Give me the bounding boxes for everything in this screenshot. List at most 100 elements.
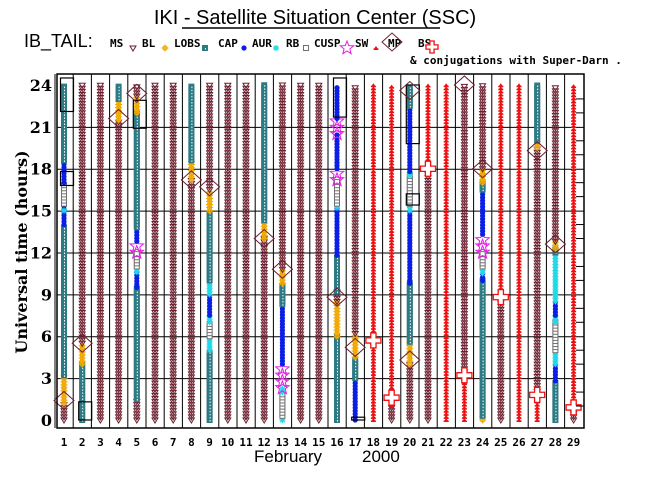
ms-triangle-mark xyxy=(223,365,232,372)
lobs-square-dot xyxy=(337,413,338,416)
ms-triangle-mark xyxy=(278,143,287,151)
ms-triangle-mark xyxy=(114,356,123,363)
ms-triangle-mark xyxy=(114,273,123,280)
sw-mark-base xyxy=(389,357,395,359)
sw-mark-base xyxy=(389,225,395,227)
ms-triangle-mark xyxy=(533,294,542,301)
ms-triangle-mark xyxy=(460,363,469,370)
lobs-square-dot xyxy=(264,103,266,106)
aur-asterisk-mark xyxy=(552,258,559,265)
ms-triangle-mark xyxy=(169,346,178,354)
ms-triangle-mark xyxy=(424,251,432,259)
sw-mark-base xyxy=(516,389,522,392)
ms-triangle-mark xyxy=(78,202,87,209)
ms-triangle-mark xyxy=(223,171,232,179)
ms-triangle-mark xyxy=(169,116,178,123)
sw-mark-base xyxy=(571,252,577,254)
sw-mark-base xyxy=(516,150,522,152)
ms-triangle-mark xyxy=(187,349,196,357)
lobs-square-dot xyxy=(337,346,338,348)
lobs-square-dot xyxy=(409,338,411,341)
ms-triangle-mark xyxy=(187,362,196,369)
sw-mark-base xyxy=(498,98,504,100)
ms-triangle-mark xyxy=(187,208,196,216)
sw-mark-base xyxy=(516,134,522,137)
ms-triangle-mark xyxy=(223,322,232,329)
ms-triangle-mark xyxy=(533,330,542,338)
ms-triangle-mark xyxy=(169,168,178,176)
day-column-20 xyxy=(399,80,421,424)
ms-triangle-mark xyxy=(242,257,250,265)
ms-triangle-mark xyxy=(169,316,178,323)
lobs-square-dot xyxy=(409,335,411,338)
ms-triangle-mark xyxy=(151,291,159,299)
legend-symbol-rb-icon xyxy=(303,45,309,51)
ms-triangle-mark xyxy=(151,359,159,366)
ms-triangle-mark xyxy=(314,101,323,108)
ms-triangle-mark xyxy=(242,239,250,246)
sw-mark-base xyxy=(571,384,577,386)
ms-triangle-mark xyxy=(205,122,214,130)
ms-triangle-mark xyxy=(533,272,542,280)
ms-triangle-mark xyxy=(151,414,159,421)
lobs-square-dot xyxy=(64,264,65,267)
lobs-square-dot xyxy=(64,230,65,233)
sw-mark-base xyxy=(370,150,376,152)
lobs-square-dot xyxy=(64,329,65,331)
ms-triangle-mark xyxy=(278,88,287,96)
ms-triangle-mark xyxy=(296,224,305,231)
lobs-square-dot xyxy=(555,416,557,419)
ms-triangle-mark xyxy=(296,389,305,397)
lobs-square-dot xyxy=(64,249,65,251)
sw-mark-base xyxy=(516,340,522,343)
sw-mark-base xyxy=(498,199,504,201)
ms-triangle-mark xyxy=(223,242,232,249)
sw-mark-base xyxy=(389,117,395,120)
ms-triangle-mark xyxy=(96,165,105,173)
ms-triangle-mark xyxy=(169,285,178,292)
sw-mark-base xyxy=(370,356,376,358)
cusp-star-mark xyxy=(128,244,145,260)
lobs-square-dot xyxy=(209,420,211,422)
lobs-square-dot xyxy=(264,100,266,103)
ms-triangle-mark xyxy=(533,208,542,215)
ms-triangle-mark xyxy=(351,251,360,258)
aur-asterisk-mark xyxy=(279,386,286,393)
ms-triangle-mark xyxy=(96,138,105,145)
lobs-square-dot xyxy=(337,392,338,394)
sw-mark-base xyxy=(389,338,395,341)
ms-triangle-mark xyxy=(187,328,196,335)
sw-mark-base xyxy=(443,171,449,174)
ms-triangle-mark xyxy=(296,303,305,311)
ms-triangle-mark xyxy=(551,226,560,233)
sw-mark-base xyxy=(571,221,577,224)
ms-triangle-mark xyxy=(151,383,159,391)
ms-triangle-mark xyxy=(314,202,323,209)
sw-mark-base xyxy=(370,131,376,134)
ms-triangle-mark xyxy=(114,190,123,197)
lobs-square-dot xyxy=(136,162,138,165)
legend-symbol-bs-icon xyxy=(425,40,439,54)
ms-triangle-mark xyxy=(96,233,105,240)
ms-triangle-mark xyxy=(424,402,432,409)
sw-mark-base xyxy=(571,212,577,214)
y-tick-label: 6 xyxy=(41,327,52,346)
ms-triangle-mark xyxy=(460,360,469,367)
ms-triangle-mark xyxy=(223,156,232,163)
sw-mark-base xyxy=(571,390,577,393)
ms-triangle-mark xyxy=(78,141,87,148)
ms-triangle-mark xyxy=(260,340,269,348)
sw-mark-base xyxy=(516,242,522,244)
lobs-square-dot xyxy=(282,288,284,291)
ms-triangle-mark xyxy=(169,230,178,237)
ms-triangle-mark xyxy=(151,408,159,415)
ms-triangle-mark xyxy=(187,230,196,237)
ms-triangle-mark xyxy=(242,150,250,157)
ms-triangle-mark xyxy=(114,365,123,372)
ms-triangle-mark xyxy=(78,153,87,160)
sw-mark-base xyxy=(443,223,449,226)
ms-triangle-mark xyxy=(114,303,123,311)
lobs-square-dot xyxy=(64,261,65,264)
ms-triangle-mark xyxy=(205,165,214,173)
sw-mark-base xyxy=(370,417,376,419)
